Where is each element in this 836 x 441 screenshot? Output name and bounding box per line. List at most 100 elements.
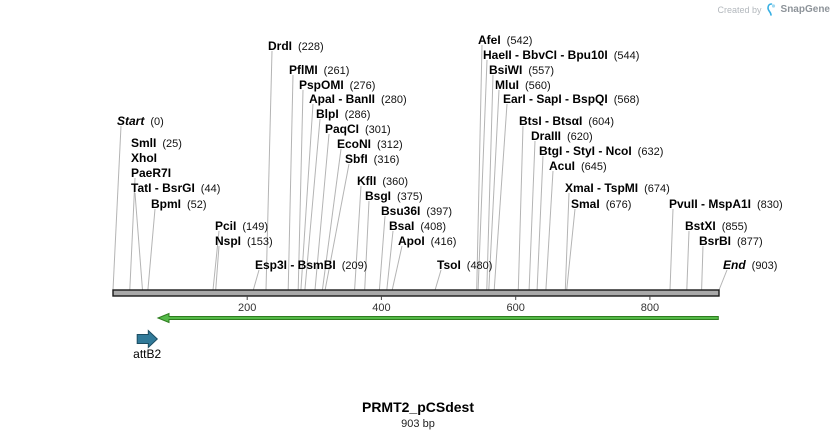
enzyme-name: PaeR7I xyxy=(131,166,172,180)
enzyme-name: BlpI xyxy=(316,107,339,121)
enzyme-name: PvuII - MspA1I xyxy=(669,197,752,211)
enzyme-site-label[interactable]: BtgI - StyI - NcoI (632) xyxy=(539,144,663,159)
enzyme-position: (153) xyxy=(247,236,273,248)
enzyme-name: HaeII - BbvCI - Bpu10I xyxy=(483,48,608,62)
reverse-strand-feature-arrow[interactable] xyxy=(156,312,719,324)
leader-line xyxy=(434,269,442,291)
enzyme-position: (261) xyxy=(323,65,350,77)
feature-arrow-attB2[interactable] xyxy=(136,329,159,349)
enzyme-site-label[interactable]: DrdI (228) xyxy=(268,39,324,54)
enzyme-site-label[interactable]: BsaI (408) xyxy=(389,219,446,234)
leader-line xyxy=(324,163,350,291)
enzyme-position: (209) xyxy=(341,260,368,272)
enzyme-site-label[interactable]: AfeI (542) xyxy=(478,33,532,48)
enzyme-site-label[interactable]: TsoI (480) xyxy=(437,258,492,273)
enzyme-position: (0) xyxy=(150,116,164,128)
ruler-tick-label: 800 xyxy=(641,302,659,314)
leader-line xyxy=(314,133,330,291)
enzyme-site-label[interactable]: Bsu36I (397) xyxy=(381,204,452,219)
enzyme-position: (360) xyxy=(382,176,409,188)
leader-line xyxy=(354,185,362,291)
leader-line xyxy=(477,59,488,291)
leader-line xyxy=(536,155,544,291)
leader-line xyxy=(134,192,143,291)
sequence-ruler[interactable] xyxy=(112,289,720,297)
enzyme-site-label[interactable]: SmlI (25) xyxy=(131,136,182,151)
enzyme-position: (855) xyxy=(721,221,748,233)
enzyme-site-label[interactable]: BpmI (52) xyxy=(151,197,207,212)
enzyme-name: DraIII xyxy=(531,129,562,143)
feature-label[interactable]: attB2 xyxy=(133,347,161,361)
leader-line xyxy=(493,103,508,291)
leader-line xyxy=(129,177,136,291)
enzyme-site-label[interactable]: PciI (149) xyxy=(215,219,268,234)
enzyme-site-label[interactable]: PaqCI (301) xyxy=(325,122,391,137)
enzyme-name: XhoI xyxy=(131,151,157,165)
enzyme-site-label[interactable]: NspI (153) xyxy=(215,234,273,249)
enzyme-site-label[interactable]: PaeR7I xyxy=(131,166,171,180)
enzyme-name: MluI xyxy=(495,78,519,92)
enzyme-name: EcoNI xyxy=(337,137,372,151)
enzyme-name: BsaI xyxy=(389,219,415,233)
enzyme-site-label[interactable]: Start (0) xyxy=(117,114,164,129)
enzyme-site-label[interactable]: EcoNI (312) xyxy=(337,137,403,152)
ruler-tick-label: 400 xyxy=(372,302,390,314)
enzyme-site-label[interactable]: SbfI (316) xyxy=(345,152,399,167)
enzyme-position: (228) xyxy=(298,41,324,53)
enzyme-site-label[interactable]: PvuII - MspA1I (830) xyxy=(669,197,783,212)
enzyme-site-label[interactable]: ApaI - BanII (280) xyxy=(309,92,407,107)
enzyme-site-label[interactable]: KflI (360) xyxy=(357,174,408,189)
enzyme-name: XmaI - TspMI xyxy=(565,181,639,195)
enzyme-site-label[interactable]: BlpI (286) xyxy=(316,107,370,122)
enzyme-site-label[interactable]: HaeII - BbvCI - Bpu10I (544) xyxy=(483,48,639,63)
leader-line xyxy=(545,170,554,291)
enzyme-position: (316) xyxy=(373,154,400,166)
enzyme-name: PflMI xyxy=(289,63,318,77)
enzyme-site-label[interactable]: EarI - SapI - BspQI (568) xyxy=(503,92,639,107)
enzyme-site-label[interactable]: BsgI (375) xyxy=(365,189,423,204)
enzyme-site-label[interactable]: BtsI - BtsαI (604) xyxy=(519,114,614,129)
enzyme-site-label[interactable]: MluI (560) xyxy=(495,78,551,93)
enzyme-site-label[interactable]: SmaI (676) xyxy=(571,197,631,212)
enzyme-position: (568) xyxy=(613,94,640,106)
enzyme-site-label[interactable]: Esp3I - BsmBI (209) xyxy=(255,258,367,273)
enzyme-site-label[interactable]: BsrBI (877) xyxy=(699,234,763,249)
enzyme-name: PspOMI xyxy=(299,78,344,92)
enzyme-site-label[interactable]: TatI - BsrGI (44) xyxy=(131,181,220,196)
enzyme-site-label[interactable]: PspOMI (276) xyxy=(299,78,375,93)
enzyme-site-label[interactable]: AcuI (645) xyxy=(549,159,607,174)
enzyme-position: (903) xyxy=(751,260,778,272)
enzyme-name: AcuI xyxy=(549,159,576,173)
enzyme-site-label[interactable]: BstXI (855) xyxy=(685,219,747,234)
enzyme-name: BtsI - BtsαI xyxy=(519,114,583,128)
leader-line xyxy=(112,125,122,291)
enzyme-position: (480) xyxy=(466,260,493,272)
enzyme-position: (286) xyxy=(344,109,371,121)
enzyme-position: (560) xyxy=(525,80,551,92)
enzyme-name: PciI xyxy=(215,219,237,233)
leader-line xyxy=(300,103,314,291)
leader-line xyxy=(564,192,570,291)
enzyme-position: (604) xyxy=(588,116,615,128)
enzyme-site-label[interactable]: DraIII (620) xyxy=(531,129,593,144)
enzyme-name: BtgI - StyI - NcoI xyxy=(539,144,632,158)
enzyme-site-label[interactable]: BsiWI (557) xyxy=(489,63,554,78)
enzyme-name: SbfI xyxy=(345,152,368,166)
enzyme-site-label[interactable]: XmaI - TspMI (674) xyxy=(565,181,670,196)
leader-line xyxy=(718,269,728,291)
enzyme-position: (25) xyxy=(162,138,182,150)
enzyme-name: KflI xyxy=(357,174,377,188)
enzyme-position: (645) xyxy=(581,161,607,173)
leader-line xyxy=(212,230,220,291)
enzyme-name: EarI - SapI - BspQI xyxy=(503,92,608,106)
leader-line xyxy=(265,50,273,291)
enzyme-site-label[interactable]: ApoI (416) xyxy=(398,234,456,249)
enzyme-site-label[interactable]: PflMI (261) xyxy=(289,63,349,78)
enzyme-site-label[interactable]: XhoI xyxy=(131,151,157,165)
enzyme-position: (408) xyxy=(420,221,447,233)
enzyme-name: AfeI xyxy=(478,33,501,47)
enzyme-position: (397) xyxy=(426,206,453,218)
enzyme-site-label[interactable]: End (903) xyxy=(723,258,777,273)
leader-line xyxy=(287,74,294,291)
